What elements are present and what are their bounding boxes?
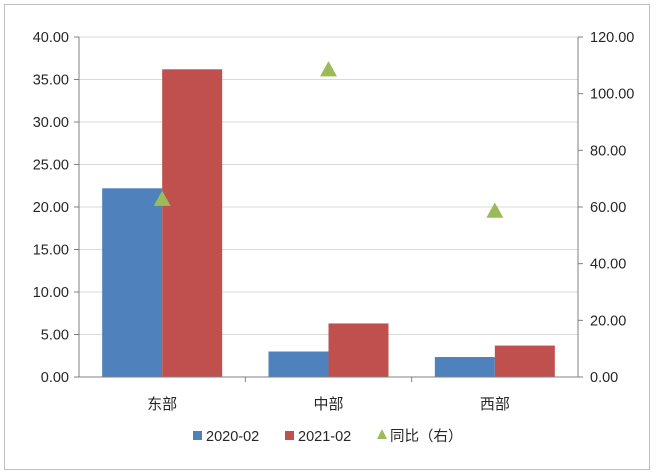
left-axis-ticks: 0.00 5.00 10.00 15.00 20.00 25.00 30.00 35.00 40… [33,30,79,386]
left-tick-label: 10.00 [33,285,69,301]
bars [102,69,555,378]
bar [328,323,389,377]
right-tick-label: 100.00 [590,87,634,103]
bar [434,357,495,377]
right-tick-label: 40.00 [590,257,626,273]
triangle-marker [320,61,337,77]
right-tick-label: 20.00 [590,313,626,329]
markers [153,61,504,218]
bar [102,188,163,377]
right-tick-label: 60.00 [590,200,626,216]
left-tick-label: 40.00 [33,30,69,46]
legend-swatch [285,431,294,440]
legend-swatch [193,431,202,440]
left-tick-label: 15.00 [33,243,69,259]
left-tick-label: 25.00 [33,158,69,174]
triangle-marker [153,190,171,206]
left-tick-label: 0.00 [41,370,69,386]
legend-swatch [377,429,387,439]
legend-label: 2021-02 [298,429,351,445]
category-label: 东部 [147,395,177,413]
legend-label: 同比（右） [390,428,463,445]
legend-label: 2020-02 [206,429,259,445]
category-labels: 东部 中部 西部 [147,395,510,413]
category-label: 西部 [480,395,510,413]
left-tick-label: 20.00 [33,200,69,216]
left-tick-label: 35.00 [33,73,69,89]
triangle-marker [486,202,504,218]
left-tick-label: 30.00 [33,115,69,131]
right-tick-label: 80.00 [590,143,626,159]
bar [268,351,329,377]
bar [162,69,223,378]
legend: 2020-02 2021-02 同比（右） [193,428,463,445]
category-label: 中部 [313,395,343,413]
left-tick-label: 5.00 [41,328,69,344]
right-tick-label: 0.00 [590,370,618,386]
bar [494,345,555,377]
right-axis-ticks: 0.00 20.00 40.00 60.00 80.00 100.00 120.00 [578,30,634,386]
right-tick-label: 120.00 [590,30,634,46]
